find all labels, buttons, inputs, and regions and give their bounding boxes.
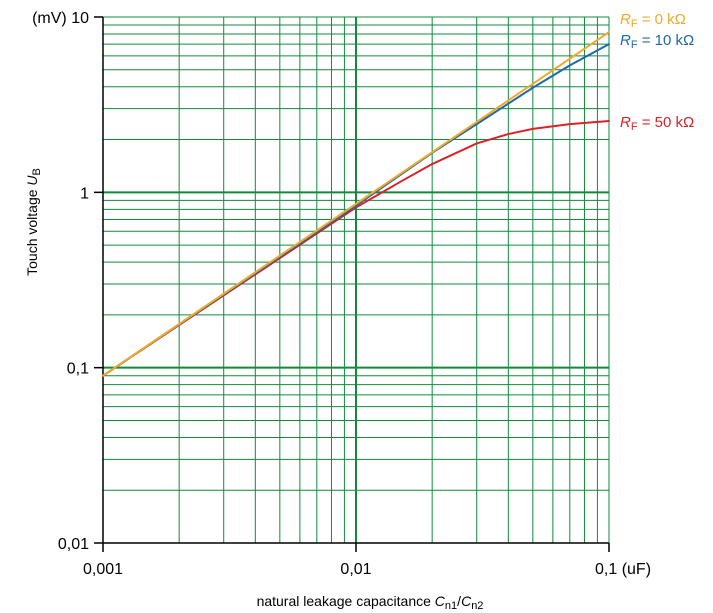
x-axis-label: natural leakage capacitance Cn1/Cn2 xyxy=(257,593,484,612)
series-label-sub: F xyxy=(631,39,638,51)
series-label-value: = 50 kΩ xyxy=(638,114,695,131)
x-tick-label: 0,01 xyxy=(340,561,371,578)
series-line xyxy=(102,43,610,377)
grid xyxy=(103,17,609,543)
series-line xyxy=(102,120,610,377)
y-tick-label: (mV) 10 xyxy=(32,10,89,27)
series-label-sub: F xyxy=(631,121,638,133)
x-tick-label: 0,1 (uF) xyxy=(595,561,651,578)
series-label: RF = 0 kΩ xyxy=(620,11,686,30)
series-label: RF = 50 kΩ xyxy=(620,114,694,133)
series-label-var: R xyxy=(620,32,631,49)
series-label-value: = 10 kΩ xyxy=(638,32,695,49)
series-label-var: R xyxy=(620,114,631,131)
series-label-sub: F xyxy=(631,18,638,30)
y-axis-label: Touch voltage UB xyxy=(24,168,43,276)
y-tick-label: 0,01 xyxy=(58,536,89,553)
series-label-var: R xyxy=(620,11,631,28)
x-tick-label: 0,001 xyxy=(83,561,123,578)
series-line xyxy=(102,31,610,377)
series-label-value: = 0 kΩ xyxy=(638,11,686,28)
y-tick-label: 0,1 xyxy=(67,361,89,378)
series-label: RF = 10 kΩ xyxy=(620,32,694,51)
series-lines xyxy=(102,31,610,377)
y-tick-label: 1 xyxy=(80,185,89,202)
tick-labels: 0,001 0,01 0,1 (uF) 0,01 0,1 1 (mV) 10 xyxy=(32,10,651,578)
